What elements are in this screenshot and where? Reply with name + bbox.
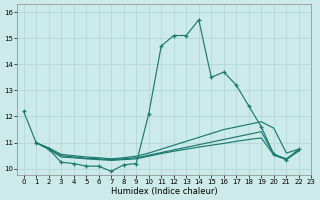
X-axis label: Humidex (Indice chaleur): Humidex (Indice chaleur) [111,187,218,196]
